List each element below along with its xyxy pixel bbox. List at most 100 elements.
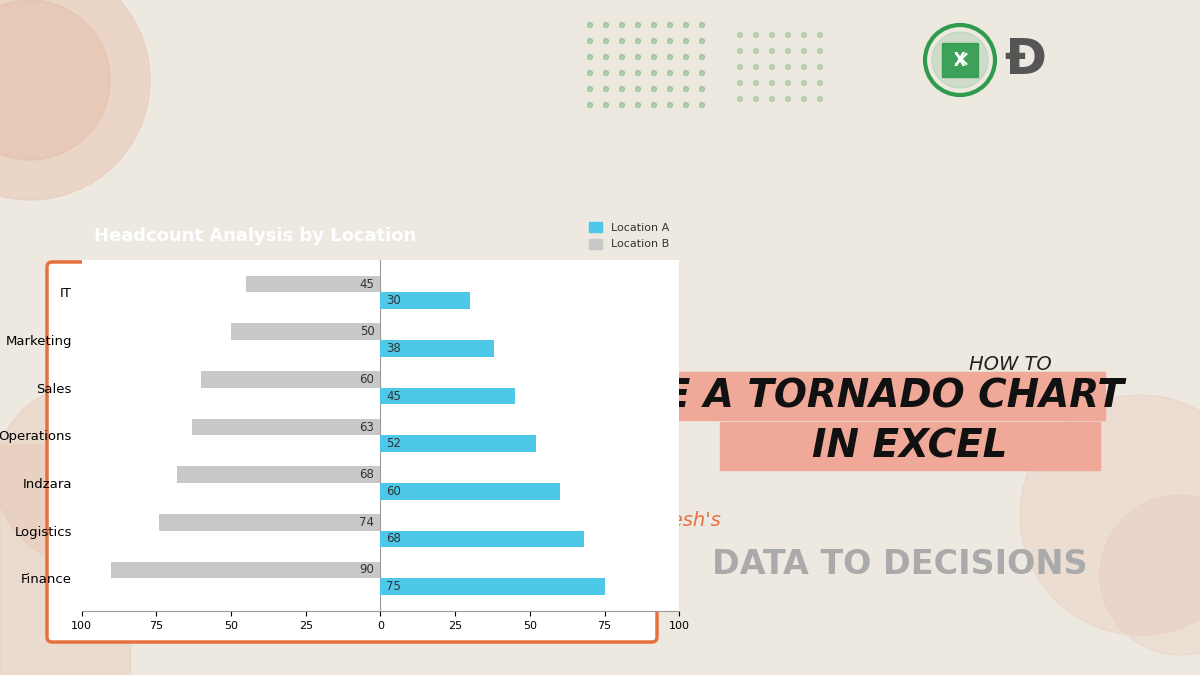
Circle shape xyxy=(604,103,608,107)
Circle shape xyxy=(588,103,593,107)
Circle shape xyxy=(700,38,704,43)
Circle shape xyxy=(769,65,774,70)
Circle shape xyxy=(667,103,672,107)
Bar xyxy=(232,323,380,340)
Circle shape xyxy=(738,49,743,53)
Circle shape xyxy=(588,70,593,76)
Circle shape xyxy=(588,22,593,28)
Bar xyxy=(202,371,380,387)
Bar xyxy=(380,531,583,547)
Bar xyxy=(246,276,380,292)
Bar xyxy=(380,340,494,357)
Circle shape xyxy=(754,32,758,38)
FancyBboxPatch shape xyxy=(47,262,658,642)
Text: 60: 60 xyxy=(386,485,401,498)
Circle shape xyxy=(684,103,689,107)
Circle shape xyxy=(619,22,624,28)
Circle shape xyxy=(769,49,774,53)
Circle shape xyxy=(604,70,608,76)
Bar xyxy=(380,387,515,404)
Circle shape xyxy=(1100,495,1200,655)
Circle shape xyxy=(786,97,791,101)
Text: ✕: ✕ xyxy=(950,51,970,71)
Text: 60: 60 xyxy=(360,373,374,386)
Text: 30: 30 xyxy=(386,294,401,307)
Circle shape xyxy=(802,49,806,53)
Text: 68: 68 xyxy=(360,468,374,481)
Circle shape xyxy=(684,70,689,76)
Circle shape xyxy=(0,0,150,200)
Circle shape xyxy=(652,22,656,28)
Text: 63: 63 xyxy=(360,421,374,433)
Bar xyxy=(178,466,380,483)
Text: Dinesh's: Dinesh's xyxy=(638,510,721,529)
Circle shape xyxy=(700,103,704,107)
Circle shape xyxy=(754,49,758,53)
Circle shape xyxy=(817,49,822,53)
Circle shape xyxy=(1020,395,1200,635)
Bar xyxy=(545,372,1105,420)
Bar xyxy=(380,483,559,499)
Circle shape xyxy=(738,80,743,86)
Circle shape xyxy=(754,65,758,70)
Circle shape xyxy=(802,65,806,70)
Circle shape xyxy=(636,103,641,107)
Circle shape xyxy=(667,38,672,43)
Circle shape xyxy=(667,70,672,76)
Circle shape xyxy=(636,55,641,59)
Bar xyxy=(112,562,380,578)
Circle shape xyxy=(652,70,656,76)
Text: 38: 38 xyxy=(386,342,401,355)
Circle shape xyxy=(652,38,656,43)
Circle shape xyxy=(619,86,624,92)
Text: Ð: Ð xyxy=(1004,36,1046,84)
Text: 68: 68 xyxy=(386,533,401,545)
Circle shape xyxy=(636,70,641,76)
Circle shape xyxy=(684,86,689,92)
Circle shape xyxy=(588,86,593,92)
Text: 75: 75 xyxy=(386,580,401,593)
Bar xyxy=(380,292,470,309)
Circle shape xyxy=(667,22,672,28)
Circle shape xyxy=(700,86,704,92)
Text: IN EXCEL: IN EXCEL xyxy=(812,428,1008,466)
Circle shape xyxy=(636,38,641,43)
Circle shape xyxy=(802,32,806,38)
Circle shape xyxy=(786,32,791,38)
Circle shape xyxy=(932,32,988,88)
Circle shape xyxy=(684,55,689,59)
Circle shape xyxy=(684,38,689,43)
Circle shape xyxy=(754,97,758,101)
Circle shape xyxy=(604,55,608,59)
Text: CREATE A TORNADO CHART: CREATE A TORNADO CHART xyxy=(526,378,1124,416)
Circle shape xyxy=(738,65,743,70)
Circle shape xyxy=(738,32,743,38)
Bar xyxy=(720,422,1100,470)
Circle shape xyxy=(604,38,608,43)
Circle shape xyxy=(769,80,774,86)
Text: 45: 45 xyxy=(386,389,401,402)
Circle shape xyxy=(0,0,110,160)
Text: 90: 90 xyxy=(360,564,374,576)
Circle shape xyxy=(684,22,689,28)
Text: DATA TO DECISIONS: DATA TO DECISIONS xyxy=(713,549,1087,581)
Circle shape xyxy=(652,86,656,92)
Text: 45: 45 xyxy=(360,277,374,291)
Circle shape xyxy=(700,55,704,59)
Circle shape xyxy=(786,65,791,70)
Circle shape xyxy=(667,86,672,92)
Circle shape xyxy=(636,22,641,28)
Circle shape xyxy=(0,385,175,565)
Text: X: X xyxy=(954,51,966,70)
Text: 52: 52 xyxy=(386,437,401,450)
Bar xyxy=(380,578,605,595)
Bar xyxy=(380,435,535,452)
Circle shape xyxy=(769,97,774,101)
Circle shape xyxy=(604,86,608,92)
Text: 50: 50 xyxy=(360,325,374,338)
Legend: Location A, Location B: Location A, Location B xyxy=(584,218,673,254)
Text: HOW TO: HOW TO xyxy=(968,356,1051,375)
Circle shape xyxy=(754,80,758,86)
Circle shape xyxy=(619,103,624,107)
Circle shape xyxy=(619,55,624,59)
